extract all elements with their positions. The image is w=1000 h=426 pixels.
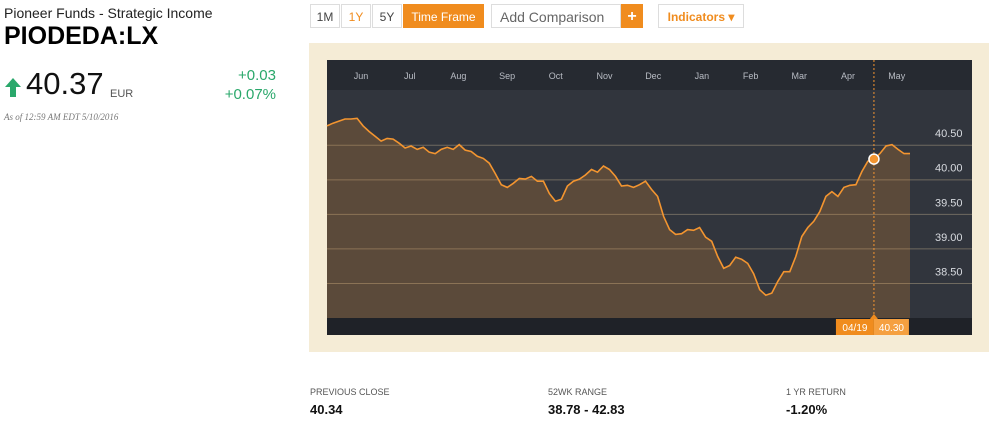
stat-value: 40.34 [310, 402, 343, 417]
month-band [327, 60, 972, 90]
x-tick-label: Jan [695, 71, 710, 81]
x-tick-label: Aug [450, 71, 466, 81]
stat-value: 38.78 - 42.83 [548, 402, 625, 417]
x-tick-label: Nov [596, 71, 613, 81]
stat-label: PREVIOUS CLOSE [310, 387, 390, 397]
period-button[interactable]: 1Y [341, 4, 371, 28]
y-tick-label: 39.50 [935, 197, 963, 209]
ticker: PIODEDA:LX [4, 22, 159, 50]
stat-value: -1.20% [786, 402, 828, 417]
up-arrow [5, 78, 21, 97]
y-tick-label: 40.00 [935, 163, 963, 175]
x-tick-label: Jul [404, 71, 416, 81]
y-tick-label: 39.00 [935, 232, 963, 244]
area [327, 118, 910, 318]
x-tick-label: Jun [354, 71, 369, 81]
period-button[interactable]: 1M [310, 4, 340, 28]
price-line [326, 117, 910, 297]
add-comparison[interactable]: Add Comparison [491, 4, 621, 28]
x-tick-label: Feb [743, 71, 759, 81]
x-tick-label: Mar [792, 71, 808, 81]
bottom-band [327, 318, 972, 335]
as-of: As of 12:59 AM EDT 5/10/2016 [4, 112, 119, 122]
stat-label: 1 YR RETURN [786, 387, 846, 397]
period-button[interactable]: 5Y [372, 4, 402, 28]
marker-date: 04/19 [842, 323, 867, 334]
x-tick-label: Oct [549, 71, 564, 81]
plot-background [327, 60, 972, 335]
change-pct: +0.07% [224, 86, 276, 103]
y-tick-label: 38.50 [935, 266, 963, 278]
time-frame-button[interactable]: Time Frame [403, 4, 484, 28]
add-button[interactable]: + [621, 4, 643, 28]
currency: EUR [110, 88, 134, 100]
change: +0.03 [238, 67, 276, 84]
x-tick-label: Sep [499, 71, 515, 81]
marker-date-box [835, 319, 874, 335]
x-tick-label: May [888, 71, 906, 81]
marker-value-box [873, 319, 909, 335]
marker-value: 40.30 [879, 323, 904, 334]
x-tick-label: Apr [841, 71, 855, 81]
price: 40.37 [26, 66, 104, 101]
indicators-button[interactable]: Indicators ▾ [658, 4, 744, 28]
y-tick-label: 40.50 [935, 128, 963, 140]
marker-pointer [869, 314, 878, 319]
chart: Jun Jul Aug Sep Oct Nov Dec Jan Feb Mar Apr May 38.5… [309, 43, 989, 352]
stat-label: 52WK RANGE [548, 387, 608, 397]
x-tick-label: Dec [645, 71, 662, 81]
fund-name: Pioneer Funds - Strategic Income [4, 5, 213, 21]
marker-point [868, 153, 880, 165]
